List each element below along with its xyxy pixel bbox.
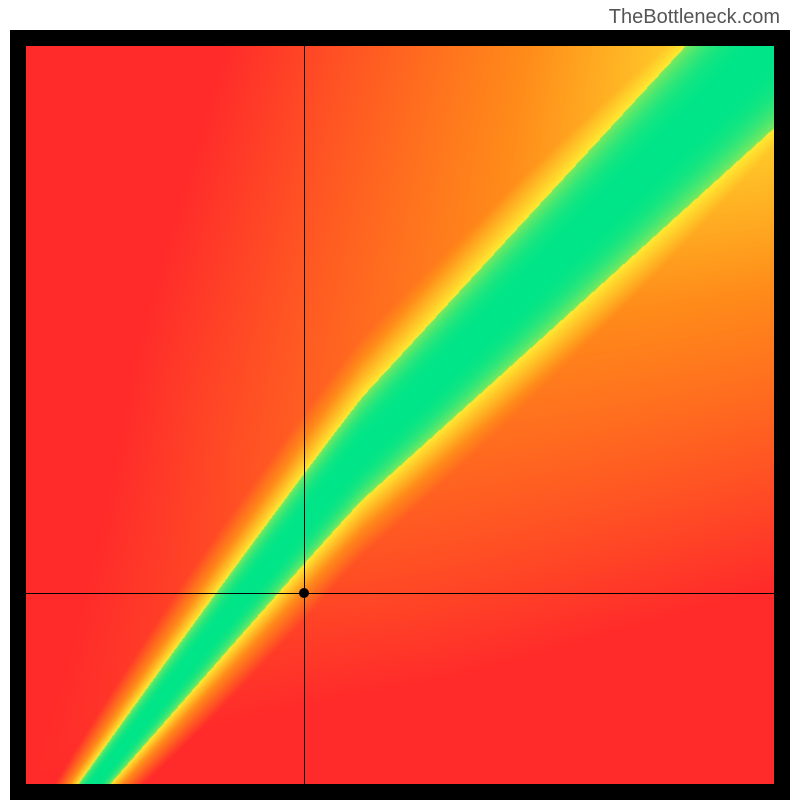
chart-frame (10, 30, 790, 800)
plot-area (26, 46, 774, 784)
crosshair-marker-dot (299, 588, 309, 598)
heatmap-canvas (26, 46, 774, 784)
watermark-text: TheBottleneck.com (609, 6, 780, 29)
crosshair-vertical (304, 46, 305, 784)
crosshair-horizontal (26, 593, 774, 594)
